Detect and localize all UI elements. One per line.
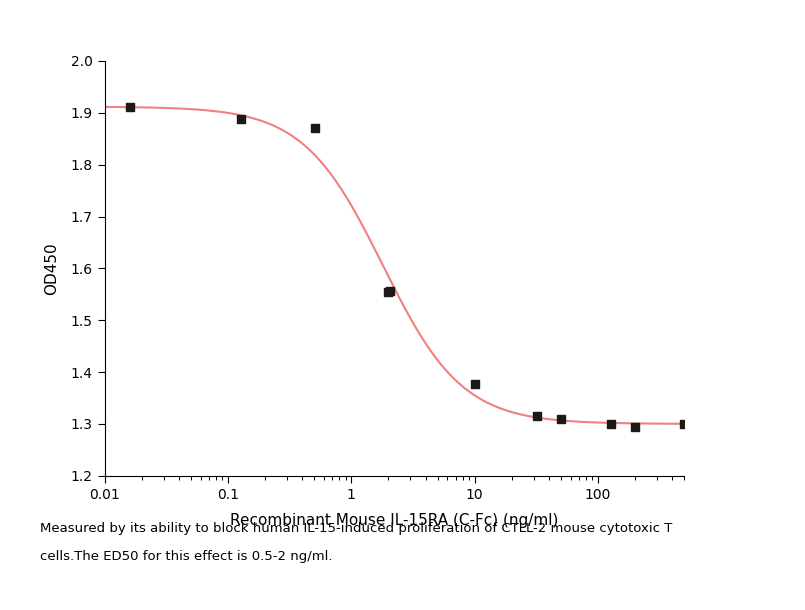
Point — [469, 379, 481, 389]
X-axis label: Recombinant Mouse IL-15RA (C-Fc) (ng/ml): Recombinant Mouse IL-15RA (C-Fc) (ng/ml) — [230, 513, 559, 528]
Point — [309, 123, 322, 134]
Point — [530, 411, 543, 421]
Point — [605, 419, 617, 429]
Point — [629, 422, 642, 431]
Text: cells.The ED50 for this effect is 0.5-2 ng/ml.: cells.The ED50 for this effect is 0.5-2 … — [40, 550, 332, 563]
Text: Measured by its ability to block human IL-15-induced proliferation of CTLL-2 mou: Measured by its ability to block human I… — [40, 522, 673, 534]
Point — [383, 286, 396, 296]
Point — [555, 414, 568, 424]
Point — [382, 287, 395, 296]
Point — [235, 114, 248, 124]
Point — [123, 102, 136, 112]
Y-axis label: OD450: OD450 — [44, 242, 60, 295]
Point — [678, 419, 691, 429]
